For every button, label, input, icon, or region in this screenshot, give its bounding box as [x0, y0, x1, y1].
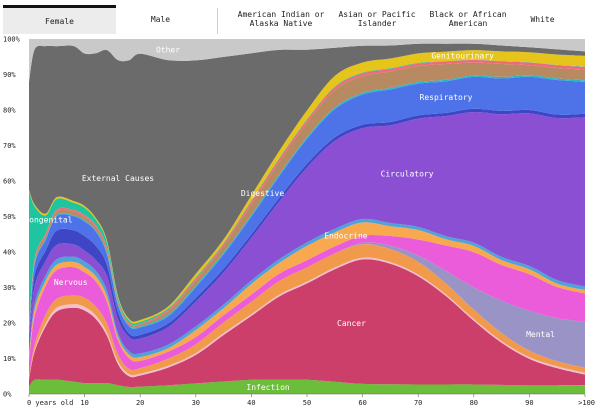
x-tick-label: 10 [80, 399, 88, 407]
y-axis: 0% 10% 20% 30% 40% 50% 60% 70% 80% 90% 100% [3, 36, 21, 399]
x-tick-label: 60 [358, 399, 366, 407]
series-label-cancer: Cancer [337, 319, 366, 328]
x-tick-label: 20 [136, 399, 144, 407]
tab-white[interactable]: White [530, 14, 555, 24]
series-label-mental: Mental [526, 330, 555, 339]
y-tick-label: 70% [3, 142, 16, 150]
x-tick-label: 40 [247, 399, 255, 407]
area-respiratory [29, 76, 585, 337]
area-mental [29, 242, 585, 378]
y-tick-label: 100% [3, 36, 21, 44]
x-tick-label: 0 years old [27, 399, 73, 407]
series-label-circulatory: Circulatory [381, 169, 434, 178]
x-tick-label: 30 [192, 399, 200, 407]
y-tick-label: 40% [3, 249, 16, 257]
tab-asian-pacific[interactable]: Asian or Pacific Islander [338, 10, 416, 28]
tab-divider [217, 8, 218, 34]
tab-male[interactable]: Male [150, 14, 171, 24]
series-label-external-causes: External Causes [82, 174, 154, 183]
series-label-genitourinary: Genitourinary [431, 52, 494, 61]
series-label-congenital: Congenital [24, 215, 72, 224]
area-infection [29, 379, 585, 394]
tab-bar: Female Male American Indian or Alaska Na… [0, 0, 600, 36]
series-labels: Infection Cancer Mental Nervous Endocrine Cir… [24, 46, 555, 392]
area-nervous [29, 234, 585, 378]
series-label-endocrine: Endocrine [324, 231, 368, 240]
area-cancer [29, 259, 585, 388]
x-tick-label: >100 [578, 399, 595, 407]
y-tick-label: 80% [3, 107, 16, 115]
x-tick-label: 80 [470, 399, 478, 407]
y-tick-label: 30% [3, 284, 16, 292]
y-tick-label: 20% [3, 320, 16, 328]
tab-american-indian[interactable]: American Indian or Alaska Native [237, 10, 325, 28]
x-axis: 0 years old 10 20 30 40 50 60 70 80 90 >100 [27, 393, 595, 407]
series-label-respiratory: Respiratory [420, 93, 473, 102]
series-label-digestive: Digestive [241, 189, 285, 198]
x-tick-label: 50 [303, 399, 311, 407]
x-tick-label: 70 [414, 399, 422, 407]
area-endocrine [29, 222, 585, 362]
y-tick-label: 10% [3, 355, 16, 363]
series-label-nervous: Nervous [54, 278, 88, 287]
y-tick-label: 50% [3, 213, 16, 221]
y-tick-label: 0% [3, 391, 12, 399]
area-other [29, 39, 585, 83]
area-external-causes [29, 43, 585, 322]
area-layers [29, 39, 585, 394]
area-layer-3 [29, 244, 585, 380]
area-circulatory [29, 111, 585, 354]
series-label-infection: Infection [246, 383, 290, 392]
tab-black-african-american[interactable]: Black or African American [429, 10, 507, 28]
y-tick-label: 60% [3, 178, 16, 186]
y-tick-label: 90% [3, 71, 16, 79]
series-label-other: Other [156, 46, 180, 55]
x-tick-label: 90 [525, 399, 533, 407]
area-layer-2 [29, 257, 585, 380]
tab-female[interactable]: Female [3, 5, 116, 34]
